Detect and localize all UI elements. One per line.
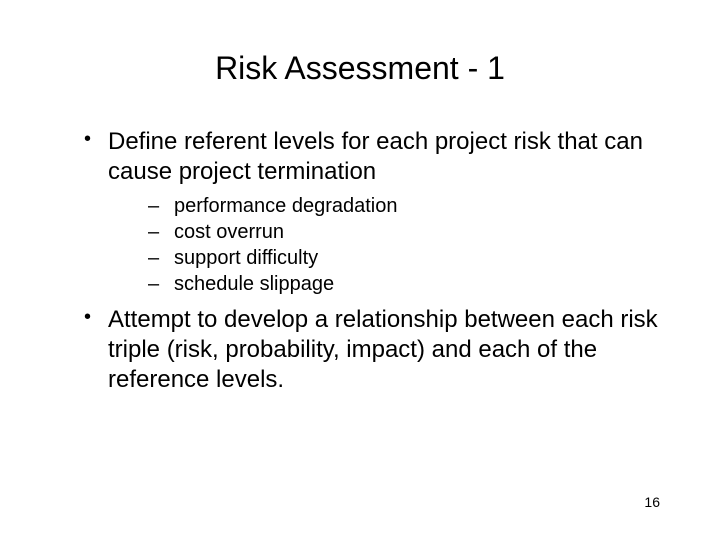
- bullet-text: Attempt to develop a relationship betwee…: [108, 306, 658, 393]
- page-number: 16: [644, 494, 660, 510]
- bullet-item: Attempt to develop a relationship betwee…: [80, 305, 660, 395]
- bullet-item: Define referent levels for each project …: [80, 127, 660, 297]
- bullet-text: Define referent levels for each project …: [108, 128, 643, 185]
- sub-item: performance degradation: [146, 193, 660, 219]
- sub-list: performance degradation cost overrun sup…: [108, 193, 660, 297]
- slide-title: Risk Assessment - 1: [60, 50, 660, 87]
- main-bullet-list: Define referent levels for each project …: [60, 127, 660, 395]
- sub-item: schedule slippage: [146, 271, 660, 297]
- sub-item: support difficulty: [146, 245, 660, 271]
- sub-item: cost overrun: [146, 219, 660, 245]
